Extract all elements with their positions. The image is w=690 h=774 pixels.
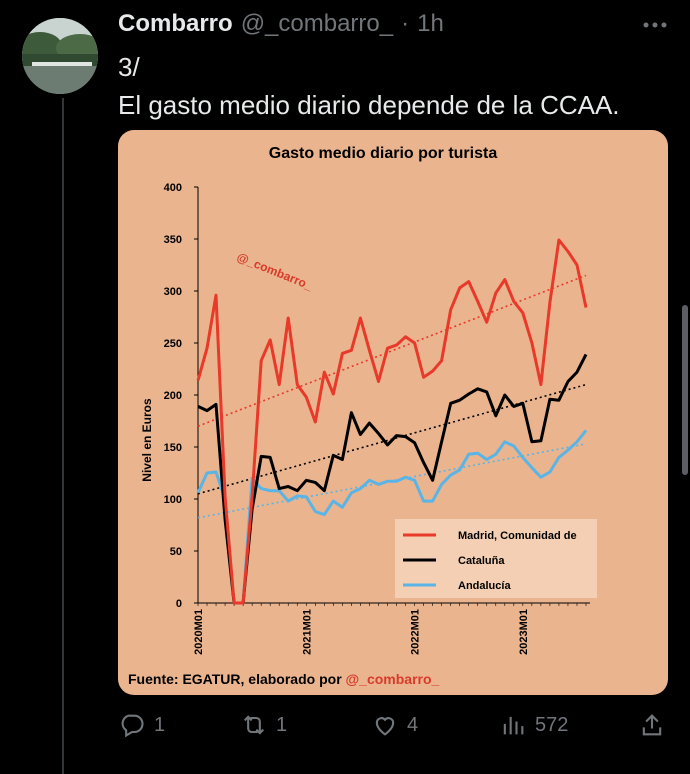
series-lines: [196, 238, 588, 605]
share-button[interactable]: [638, 705, 666, 745]
cataluna-series-line: [197, 353, 588, 605]
chart-title: Gasto medio diario por turista: [269, 145, 498, 162]
reply-icon: [121, 714, 144, 738]
x-tick-label: 2021M01: [301, 609, 313, 655]
andalucia-legend-label: Andalucía: [458, 580, 511, 592]
y-tick-label: 400: [164, 182, 182, 194]
separator-dot: ·: [401, 10, 410, 37]
reply-button[interactable]: 1: [118, 705, 165, 745]
madrid-trend-line: [197, 274, 587, 427]
author-handle[interactable]: @_combarro_: [240, 10, 394, 37]
x-tick-label: 2020M01: [193, 609, 205, 655]
like-count: 4: [407, 713, 419, 736]
action-bar: 1 1 4 572: [118, 705, 668, 745]
axes: 0 50 100 150 200 250 300 350 400: [164, 182, 590, 610]
y-tick-label: 50: [170, 546, 182, 558]
retweet-button[interactable]: 1: [240, 705, 287, 745]
thread-line: [62, 98, 64, 774]
x-tick-labels: 2020M01 2021M01 2022M01 2023M01: [193, 609, 530, 655]
tweet-header: Combarro @_combarro_ · 1h: [118, 10, 444, 42]
tweet-line-1: 3/: [118, 52, 140, 82]
retweet-count: 1: [276, 713, 288, 736]
y-tick-label: 0: [176, 598, 182, 610]
chart-svg: Gasto medio diario por turista Nivel en …: [128, 145, 597, 687]
andalucia-series-line: [196, 429, 588, 605]
chart-image[interactable]: Gasto medio diario por turista Nivel en …: [118, 130, 668, 695]
tweet-line-2: El gasto medio diario depende de la CCAA…: [118, 90, 620, 120]
y-tick-label: 350: [164, 234, 182, 246]
y-tick-label: 200: [164, 390, 182, 402]
avatar-image: [22, 18, 98, 94]
share-icon: [642, 714, 662, 736]
y-tick-label: 150: [164, 442, 182, 454]
madrid-series-line: [196, 238, 588, 605]
x-tick-label: 2022M01: [410, 609, 422, 655]
y-tick-label: 300: [164, 286, 182, 298]
cataluna-legend-label: Cataluña: [458, 555, 505, 567]
madrid-legend-label: Madrid, Comunidad de: [458, 530, 577, 542]
author-name[interactable]: Combarro: [118, 10, 233, 37]
tweet-time[interactable]: 1h: [417, 10, 444, 37]
more-icon[interactable]: [640, 10, 670, 40]
y-axis-label: Nivel en Euros: [140, 398, 154, 482]
tweet-text: 3/ El gasto medio diario depende de la C…: [118, 48, 620, 124]
source-note: Fuente: EGATUR, elaborado por @_combarro…: [128, 671, 440, 687]
watermark: @_combarro_: [235, 250, 315, 293]
andalucia-trend-line: [197, 443, 587, 519]
y-tick-label: 250: [164, 338, 182, 350]
like-button[interactable]: 4: [371, 705, 418, 745]
scrollbar[interactable]: [682, 305, 688, 475]
retweet-icon: [243, 715, 265, 735]
views-button[interactable]: 572: [499, 705, 568, 745]
avatar[interactable]: [22, 18, 98, 94]
like-icon: [375, 717, 395, 736]
source-handle: @_combarro_: [346, 671, 440, 687]
reply-count: 1: [154, 713, 166, 736]
y-tick-label: 100: [164, 494, 182, 506]
x-tick-label: 2023M01: [518, 609, 530, 655]
views-count: 572: [535, 713, 569, 736]
source-prefix: Fuente: EGATUR, elaborado por: [128, 671, 346, 687]
views-icon: [503, 716, 524, 735]
legend: Madrid, Comunidad de Cataluña Andalucía: [395, 519, 597, 598]
